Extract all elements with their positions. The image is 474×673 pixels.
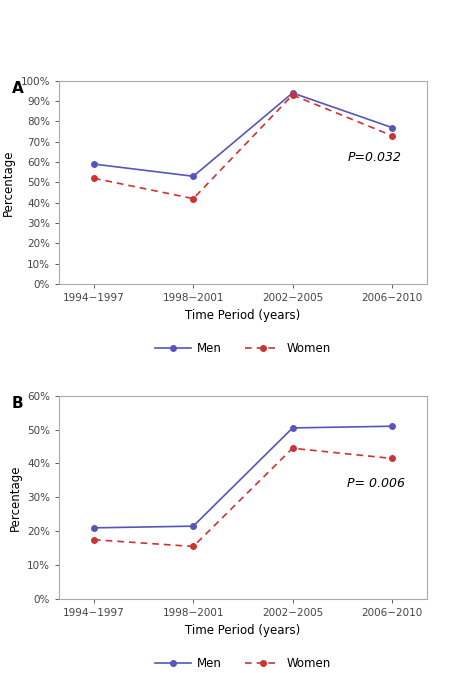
Y-axis label: Percentage: Percentage	[9, 464, 22, 530]
Text: P=0.032: P=0.032	[347, 151, 401, 164]
Legend: Men, Women: Men, Women	[155, 343, 330, 355]
Text: P= 0.006: P= 0.006	[347, 477, 405, 491]
Text: B: B	[11, 396, 23, 411]
Text: A: A	[11, 81, 23, 96]
Y-axis label: Percentage: Percentage	[2, 149, 15, 215]
X-axis label: Time Period (years): Time Period (years)	[185, 308, 301, 322]
Legend: Men, Women: Men, Women	[155, 658, 330, 670]
X-axis label: Time Period (years): Time Period (years)	[185, 624, 301, 637]
